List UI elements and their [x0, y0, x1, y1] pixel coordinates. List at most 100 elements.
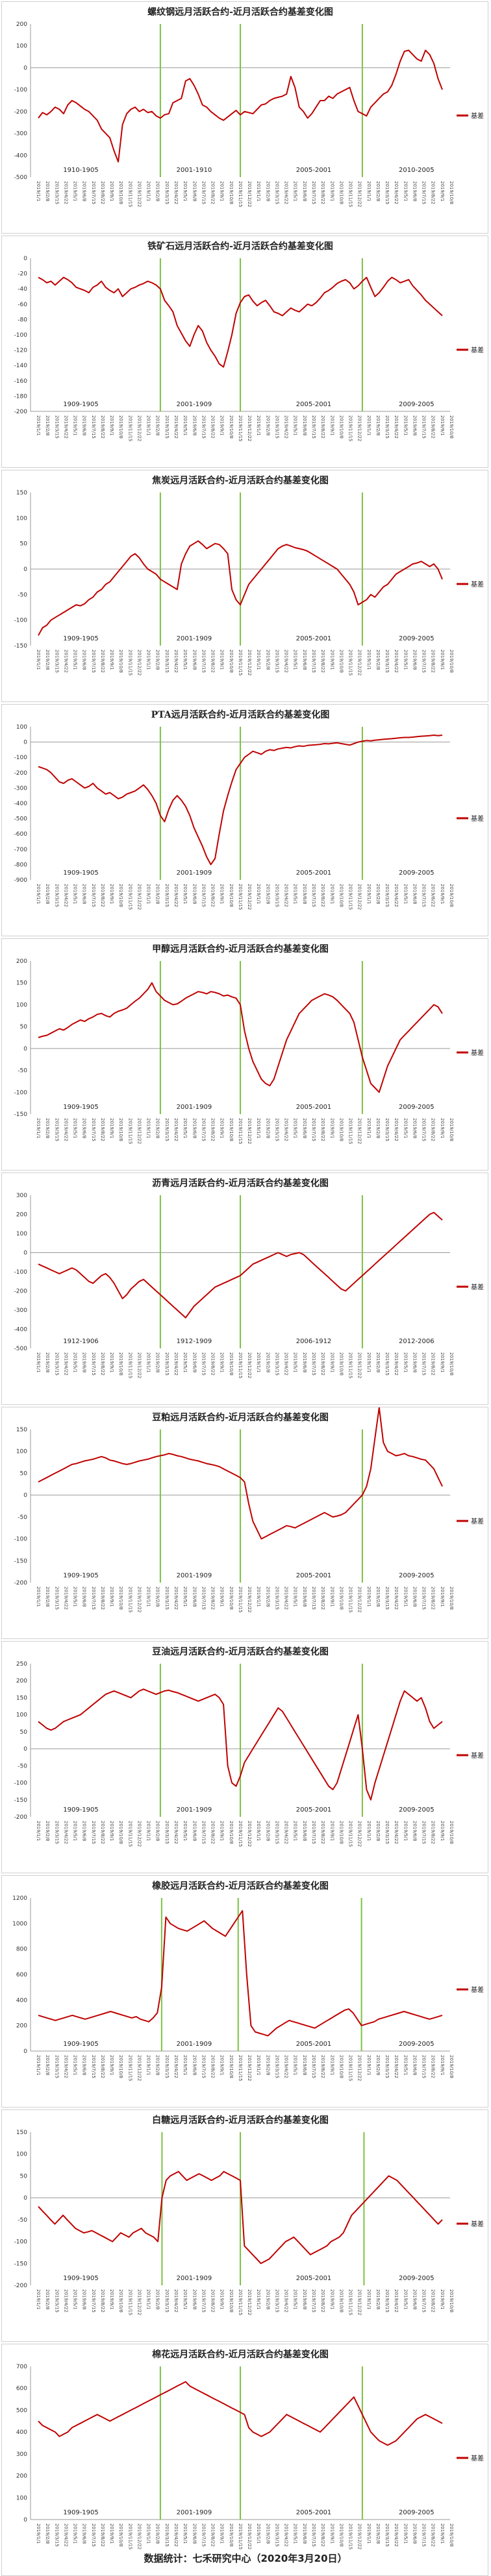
x-tick-label: 2019/12/22: [357, 415, 362, 441]
x-tick-label: 2019/10/8: [338, 1118, 344, 1141]
x-tick-label: 2019/11/15: [238, 650, 243, 675]
x-tick-label: 2019/7/15: [91, 415, 96, 439]
x-tick-label: 2019/10/8: [338, 181, 344, 204]
x-tick-label: 2019/3/15: [164, 181, 170, 204]
x-tick-label: 2019/3/15: [54, 1352, 59, 1376]
x-tick-label: 2019/9/1: [220, 650, 225, 670]
chart-panel: 橡胶远月活跃合约-近月活跃合约基差变化图 0 200 400 600 800 1000 120…: [1, 1875, 488, 2108]
x-tick-label: 2019/10/8: [338, 1586, 344, 1610]
x-tick-label: 2019/5/1: [73, 2523, 78, 2544]
x-tick-label: 2019/12/22: [247, 1586, 252, 1612]
basis-series-line: [38, 982, 443, 1093]
x-tick-label: 2019/4/22: [63, 1586, 68, 1610]
y-tick-label: 50: [20, 1024, 28, 1030]
x-tick-label: 2019/11/15: [348, 2289, 353, 2315]
x-tick-label: 2019/7/15: [422, 2289, 427, 2313]
x-tick-label: 2019/12/22: [247, 2289, 252, 2315]
chart-panel: 铁矿石远月活跃合约-近月活跃合约基差变化图 -200 -180 -160 -140 -12…: [1, 236, 488, 468]
x-tick-label: 2019/4/22: [63, 415, 68, 439]
x-tick-label: 2019/1/1: [146, 1586, 151, 1607]
y-tick-label: -150: [14, 2261, 28, 2267]
x-tick-label: 2019/2/8: [155, 2055, 160, 2075]
x-tick-label: 2019/11/15: [348, 2523, 353, 2549]
period-label: 2009-2005: [399, 2275, 434, 2282]
x-tick-label: 2019/10/8: [449, 181, 454, 204]
x-tick-label: 2019/9/1: [220, 1821, 225, 1841]
y-tick-label: 100: [16, 515, 27, 522]
x-tick-label: 2019/8/22: [100, 415, 105, 439]
x-tick-label: 2019/4/22: [173, 1352, 179, 1376]
x-tick-label: 2019/9/1: [329, 1586, 334, 1607]
x-tick-label: 2019/7/15: [201, 2289, 206, 2313]
y-tick-label: 150: [16, 490, 27, 496]
x-tick-label: 2019/8/22: [100, 2289, 105, 2313]
x-tick-label: 2019/6/8: [412, 181, 418, 201]
period-label: 2005-2001: [296, 2041, 332, 2048]
x-tick-label: 2019/5/1: [183, 1586, 188, 1607]
x-tick-label: 2019/6/8: [412, 415, 418, 435]
y-tick-label: 150: [16, 1695, 27, 1701]
x-tick-label: 2019/6/8: [412, 650, 418, 670]
basis-series-line: [38, 1910, 443, 2037]
x-tick-label: 2019/8/22: [320, 1352, 325, 1376]
period-label: 2001-1909: [177, 1806, 212, 1814]
x-tick-label: 2019/5/1: [293, 1821, 298, 1841]
period-label: 2001-1909: [177, 1572, 212, 1579]
x-tick-label: 2019/8/22: [210, 650, 216, 673]
period-label: 2005-2001: [296, 635, 332, 642]
x-tick-label: 2019/8/22: [431, 1821, 436, 1844]
y-tick-label: 100: [16, 2152, 27, 2158]
x-tick-label: 2019/12/22: [137, 1352, 142, 1378]
x-tick-label: 2019/5/1: [73, 2055, 78, 2075]
x-tick-label: 2019/4/22: [173, 181, 179, 204]
x-tick-label: 2019/1/1: [36, 1586, 41, 1607]
x-tick-label: 2019/12/22: [247, 415, 252, 441]
y-tick-label: -200: [14, 109, 28, 115]
chart-panel: 螺纹钢远月活跃合约-近月活跃合约基差变化图 -500 -400 -300 -200 -10…: [1, 1, 488, 234]
x-tick-label: 2019/1/1: [36, 1821, 41, 1841]
x-tick-label: 2019/1/1: [36, 1352, 41, 1372]
x-tick-label: 2019/3/15: [164, 1352, 170, 1376]
x-tick-label: 2019/11/15: [348, 1118, 353, 1144]
x-tick-label: 2019/5/1: [403, 1586, 408, 1607]
y-tick-label: -400: [14, 1327, 28, 1333]
x-tick-label: 2019/8/22: [431, 1586, 436, 1610]
legend-label: 基差: [471, 814, 484, 823]
period-label: 2005-2001: [296, 2509, 332, 2516]
x-tick-label: 2019/8/22: [100, 181, 105, 204]
x-tick-label: 2019/5/1: [403, 2523, 408, 2544]
x-tick-label: 2019/1/1: [36, 2523, 41, 2544]
x-tick-label: 2019/1/1: [146, 650, 151, 670]
x-tick-label: 2019/7/15: [201, 650, 206, 673]
legend-label: 基差: [471, 1751, 484, 1760]
basis-series-line: [38, 735, 443, 866]
x-tick-label: 2019/4/22: [173, 884, 179, 907]
x-tick-label: 2019/11/15: [348, 1821, 353, 1847]
x-tick-label: 2019/5/1: [183, 884, 188, 904]
period-label: 2012-2006: [399, 1338, 434, 1345]
x-tick-label: 2019/2/8: [155, 1352, 160, 1372]
x-tick-label: 2019/10/8: [338, 1352, 344, 1376]
chart-title: 甲醇远月活跃合约-近月活跃合约基差变化图: [152, 943, 329, 954]
x-tick-label: 2019/7/15: [201, 1586, 206, 1610]
y-tick-label: -200: [14, 409, 28, 415]
x-tick-label: 2019/9/1: [109, 181, 114, 201]
x-tick-label: 2019/11/15: [348, 1586, 353, 1612]
x-tick-label: 2019/4/22: [173, 650, 179, 673]
period-label: 1912-1906: [63, 1338, 99, 1345]
y-tick-label: -60: [18, 302, 27, 308]
y-tick-label: 0: [23, 1746, 27, 1753]
x-tick-label: 2019/6/8: [302, 415, 307, 435]
legend-label: 基差: [471, 346, 484, 354]
x-tick-label: 2019/6/8: [302, 2523, 307, 2544]
basis-series-line: [38, 1407, 443, 1540]
x-tick-label: 2019/6/8: [192, 650, 197, 670]
x-tick-label: 2019/4/22: [394, 1586, 399, 1610]
x-tick-label: 2019/6/8: [302, 1821, 307, 1841]
chart-svg: 豆粕远月活跃合约-近月活跃合约基差变化图 -200 -150 -100 -50 0 50 10…: [14, 1407, 484, 1612]
x-tick-label: 2019/9/1: [109, 884, 114, 904]
x-tick-label: 2019/10/8: [118, 1118, 123, 1141]
y-tick-label: 400: [16, 1997, 27, 2004]
x-tick-label: 2019/2/8: [45, 650, 50, 670]
basis-series-line: [38, 1211, 443, 1318]
